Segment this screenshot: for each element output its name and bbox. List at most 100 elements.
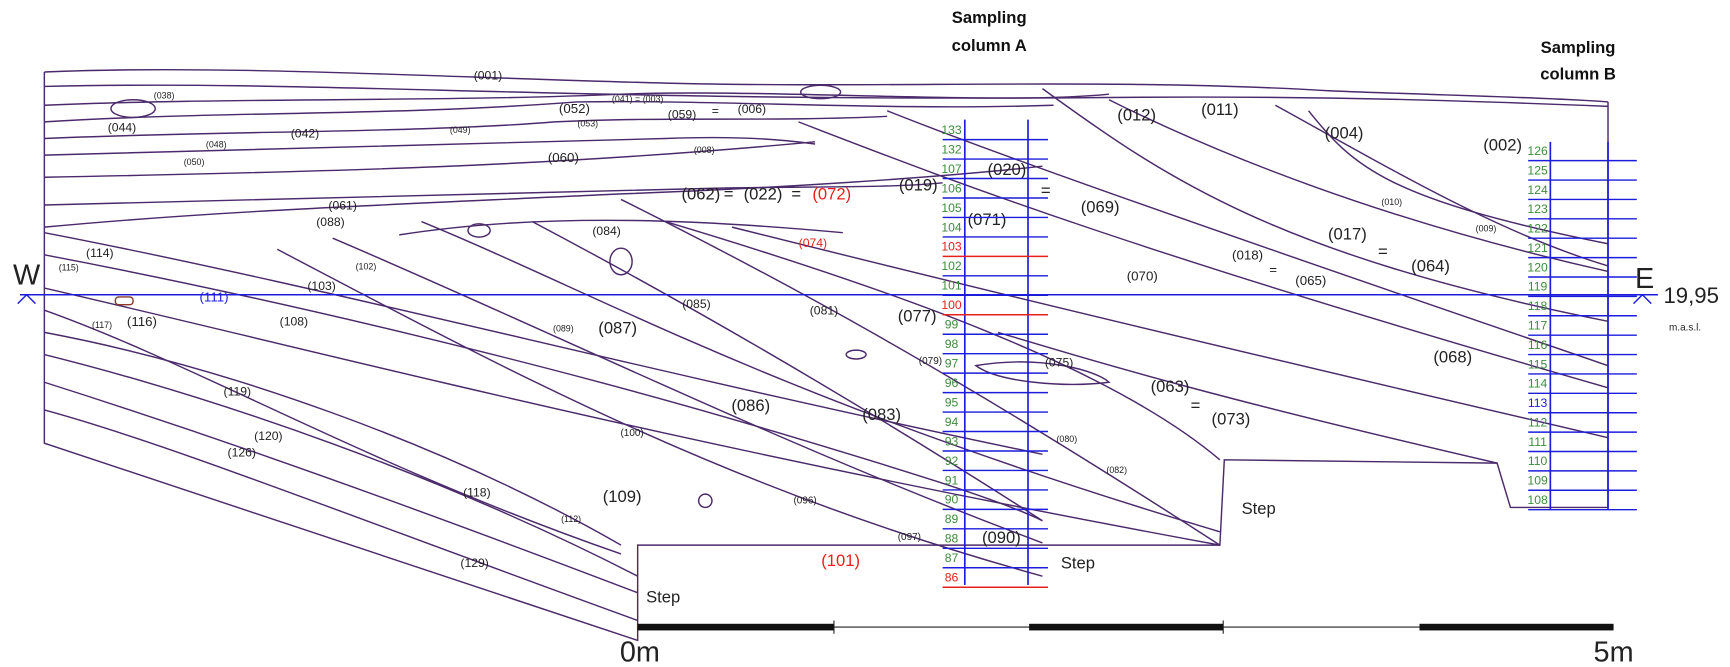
layer-line — [276, 248, 1043, 577]
sample-label: 96 — [945, 376, 959, 390]
sample-label: 90 — [945, 493, 959, 507]
layer-label: (019) — [899, 176, 938, 195]
sample-label: 117 — [1528, 319, 1548, 333]
layer-line — [886, 110, 1609, 367]
scale-segment — [1029, 623, 1224, 631]
scale-segment — [637, 623, 834, 631]
layer-label: (103) — [307, 279, 335, 293]
layer-line — [1108, 99, 1609, 273]
sample-label: 132 — [941, 142, 962, 156]
sample-label: 99 — [945, 318, 959, 332]
sample-label: 107 — [941, 162, 962, 176]
layer-line — [44, 136, 816, 156]
layer-label: (083) — [862, 405, 901, 424]
layer-label: (084) — [592, 224, 620, 238]
step-label: Step — [1061, 553, 1095, 572]
layer-label: (038) — [154, 91, 175, 101]
layer-label: (002) — [1483, 136, 1522, 155]
layer-label: (048) — [206, 139, 227, 149]
layer-label: (012) — [1117, 106, 1156, 125]
lens — [845, 349, 867, 360]
sample-label: 126 — [1527, 144, 1548, 158]
layer-label: (061) — [328, 198, 356, 212]
sample-label: 97 — [945, 357, 959, 371]
layer-label: (116) — [127, 314, 157, 329]
layer-label: (102) — [356, 261, 377, 271]
lens — [974, 361, 1111, 386]
lens — [697, 493, 713, 509]
layer-line — [997, 331, 1498, 464]
lens — [114, 296, 134, 306]
sample-label: 119 — [1528, 280, 1548, 294]
stratigraphy-lines — [43, 68, 1609, 642]
layer-label: (008) — [694, 145, 715, 155]
west-label: W — [13, 260, 41, 292]
step-label: Step — [1242, 499, 1276, 518]
sample-label: 120 — [1527, 260, 1548, 274]
layer-label: (004) — [1325, 123, 1364, 142]
layer-label: (075) — [1045, 356, 1073, 370]
datum — [17, 293, 1658, 305]
sample-label: 121 — [1527, 241, 1548, 255]
layer-label: (050) — [184, 157, 205, 167]
sample-label: 95 — [945, 395, 959, 409]
layer-line — [1308, 110, 1609, 245]
layer-line — [44, 84, 1609, 108]
layer-line — [665, 220, 1221, 461]
layer-label: (064) — [1411, 256, 1450, 275]
datum-arrow — [17, 293, 36, 305]
layer-line — [44, 331, 622, 546]
lens — [110, 98, 156, 119]
layer-label: (072) — [812, 184, 851, 203]
sample-label: 89 — [945, 512, 959, 526]
layer-line — [1042, 88, 1609, 323]
layer-line — [44, 254, 1043, 522]
sample-label: 114 — [1528, 377, 1548, 391]
layer-label: (074) — [799, 236, 827, 250]
layer-label: (011) — [1201, 100, 1239, 119]
layer-label: (114) — [86, 246, 114, 260]
sample-label: 133 — [941, 123, 962, 137]
layer-label: (115) — [59, 262, 79, 272]
layer-label: (063) — [1151, 377, 1190, 396]
sample-label: 112 — [1528, 415, 1548, 429]
sample-label: 122 — [1527, 222, 1548, 236]
scale-segment — [1419, 623, 1614, 631]
layer-label: = — [791, 184, 801, 203]
layer-label: (062) — [681, 184, 720, 203]
sample-label: 124 — [1527, 183, 1548, 197]
layer-label: (086) — [731, 396, 770, 415]
sample-label: 102 — [941, 259, 962, 273]
layer-label: (112) — [561, 514, 581, 524]
layer-label: = — [1378, 242, 1388, 261]
sample-label: 98 — [945, 337, 959, 351]
layer-label: (088) — [316, 215, 344, 229]
layer-line — [44, 141, 816, 178]
scale-end: 5m — [1594, 636, 1634, 667]
scale-bar: 0m 5m — [620, 620, 1634, 667]
layer-label: (120) — [254, 429, 282, 443]
layer-label: (101) — [821, 551, 860, 570]
layer-line — [332, 237, 1043, 544]
layer-line — [531, 220, 1043, 522]
sample-label: 123 — [1527, 202, 1548, 216]
datum-arrow — [1633, 293, 1652, 305]
layer-label: (082) — [1106, 465, 1127, 475]
layer-label: (059) — [668, 107, 696, 121]
layer-label: (077) — [898, 306, 937, 325]
column-title: Sampling — [1541, 38, 1616, 57]
layer-label: (087) — [598, 318, 637, 337]
scale-start: 0m — [620, 636, 660, 667]
layer-label: (085) — [682, 297, 710, 311]
lens — [799, 84, 842, 100]
sample-label: 86 — [945, 571, 959, 585]
sample-label: 115 — [1528, 357, 1548, 371]
layer-label: (108) — [280, 315, 308, 329]
layer-label: (126) — [228, 445, 256, 459]
layer-label: (111) — [199, 290, 228, 305]
lens — [467, 223, 491, 238]
layer-label: (001) — [474, 69, 502, 83]
sample-label: 108 — [1527, 493, 1548, 507]
